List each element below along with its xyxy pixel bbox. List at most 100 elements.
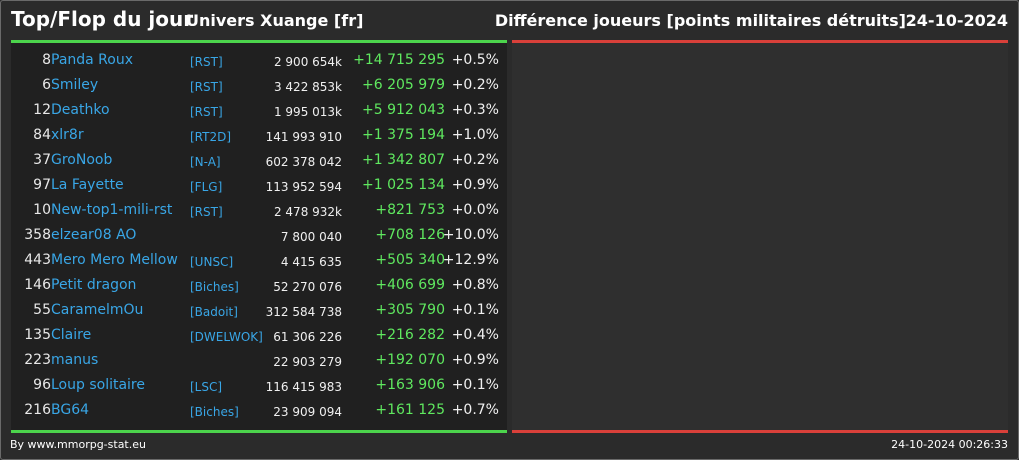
player-rank: 443 — [24, 252, 51, 268]
player-total-points: 52 270 076 — [273, 280, 342, 294]
bottom-divider-green — [11, 430, 507, 433]
player-percent-change: +0.5% — [451, 52, 499, 68]
alliance-tag-link[interactable]: [RST] — [190, 80, 223, 94]
player-name-link[interactable]: GroNoob — [51, 152, 113, 168]
player-total-points: 116 415 983 — [265, 380, 342, 394]
player-rank: 84 — [33, 127, 51, 143]
alliance-tag-link[interactable]: [RST] — [190, 205, 223, 219]
player-rank: 12 — [33, 102, 51, 118]
player-percent-change: +0.9% — [451, 177, 499, 193]
player-total-points: 141 993 910 — [265, 130, 342, 144]
player-points-difference: +505 340 — [375, 252, 445, 268]
bottom-divider-red — [512, 430, 1008, 433]
alliance-tag-link[interactable]: [FLG] — [190, 180, 223, 194]
player-percent-change: +0.2% — [451, 77, 499, 93]
table-row: 443 Mero Mero Mellow [UNSC] 4 415 635 +505 3… — [11, 248, 507, 273]
player-percent-change: +0.0% — [451, 202, 499, 218]
player-points-difference: +821 753 — [375, 202, 445, 218]
player-name-link[interactable]: manus — [51, 352, 99, 368]
alliance-tag-link[interactable]: [RST] — [190, 55, 223, 69]
header-date: 24-10-2024 — [905, 11, 1008, 30]
alliance-tag-link[interactable]: [RT2D] — [190, 130, 232, 144]
player-rank: 223 — [24, 352, 51, 368]
alliance-tag-link[interactable]: [Biches] — [190, 405, 239, 419]
player-percent-change: +0.3% — [451, 102, 499, 118]
player-points-difference: +216 282 — [375, 327, 445, 343]
player-name-link[interactable]: Deathko — [51, 102, 110, 118]
player-percent-change: +0.7% — [451, 402, 499, 418]
table-row: 358 elzear08 AO 7 800 040 +708 126 +10.0% — [11, 223, 507, 248]
header: Top/Flop du jour Univers Xuange [fr] Dif… — [0, 0, 1019, 40]
player-rank: 216 — [24, 402, 51, 418]
top-players-panel: 8 Panda Roux [RST] 2 900 654k +14 715 295 +0.… — [11, 43, 507, 430]
alliance-tag-link[interactable]: [Badoit] — [190, 305, 238, 319]
player-total-points: 3 422 853k — [273, 80, 342, 94]
table-row: 97 La Fayette [FLG] 113 952 594 +1 025 134 +0… — [11, 173, 507, 198]
player-percent-change: +0.4% — [451, 327, 499, 343]
player-points-difference: +14 715 295 — [353, 52, 445, 68]
alliance-tag-link[interactable]: [N-A] — [190, 155, 221, 169]
player-rank: 358 — [24, 227, 51, 243]
player-percent-change: +0.8% — [451, 277, 499, 293]
player-name-link[interactable]: Smiley — [51, 77, 99, 93]
player-name-link[interactable]: Petit dragon — [51, 277, 137, 293]
player-total-points: 7 800 040 — [280, 230, 342, 244]
player-percent-change: +0.1% — [451, 377, 499, 393]
player-rank: 55 — [33, 302, 51, 318]
player-name-link[interactable]: Claire — [51, 327, 92, 343]
alliance-tag-link[interactable]: [LSC] — [190, 380, 223, 394]
player-percent-change: +10.0% — [442, 227, 499, 243]
player-points-difference: +1 342 807 — [362, 152, 445, 168]
flop-players-panel — [512, 43, 1008, 430]
player-percent-change: +0.2% — [451, 152, 499, 168]
universe-label: Univers Xuange [fr] — [186, 11, 364, 30]
player-name-link[interactable]: La Fayette — [51, 177, 124, 193]
player-total-points: 113 952 594 — [265, 180, 342, 194]
player-name-link[interactable]: BG64 — [51, 402, 90, 418]
player-name-link[interactable]: elzear08 AO — [51, 227, 137, 243]
page-title: Top/Flop du jour — [11, 7, 194, 31]
alliance-tag-link[interactable]: [RST] — [190, 105, 223, 119]
player-points-difference: +192 070 — [375, 352, 445, 368]
table-row: 223 manus 22 903 279 +192 070 +0.9% — [11, 348, 507, 373]
alliance-tag-link[interactable]: [UNSC] — [190, 255, 234, 269]
footer-credit[interactable]: By www.mmorpg-stat.eu — [10, 438, 146, 451]
player-total-points: 1 995 013k — [273, 105, 342, 119]
table-row: 55 CaramelmOu [Badoit] 312 584 738 +305 790 +… — [11, 298, 507, 323]
player-points-difference: +305 790 — [375, 302, 445, 318]
player-rank: 10 — [33, 202, 51, 218]
player-percent-change: +0.9% — [451, 352, 499, 368]
player-total-points: 4 415 635 — [280, 255, 342, 269]
player-name-link[interactable]: Loup solitaire — [51, 377, 145, 393]
player-rank: 146 — [24, 277, 51, 293]
player-total-points: 23 909 094 — [273, 405, 342, 419]
player-rank: 97 — [33, 177, 51, 193]
player-name-link[interactable]: xlr8r — [51, 127, 84, 143]
player-name-link[interactable]: Panda Roux — [51, 52, 134, 68]
player-points-difference: +163 906 — [375, 377, 445, 393]
player-rank: 37 — [33, 152, 51, 168]
player-points-difference: +5 912 043 — [362, 102, 445, 118]
player-name-link[interactable]: Mero Mero Mellow — [51, 252, 178, 268]
table-row: 37 GroNoob [N-A] 602 378 042 +1 342 807 +0.2% — [11, 148, 507, 173]
player-name-link[interactable]: New-top1-mili-rst — [51, 202, 173, 218]
metric-label: Différence joueurs [points militaires dé… — [494, 11, 906, 30]
player-name-link[interactable]: CaramelmOu — [51, 302, 144, 318]
alliance-tag-link[interactable]: [DWELWOK] — [190, 330, 263, 344]
player-total-points: 2 478 932k — [273, 205, 342, 219]
footer-timestamp: 24-10-2024 00:26:33 — [891, 438, 1008, 451]
player-total-points: 312 584 738 — [265, 305, 342, 319]
player-total-points: 61 306 226 — [273, 330, 342, 344]
player-points-difference: +1 025 134 — [362, 177, 445, 193]
player-percent-change: +12.9% — [442, 252, 499, 268]
player-points-difference: +1 375 194 — [362, 127, 445, 143]
player-points-difference: +161 125 — [375, 402, 445, 418]
alliance-tag-link[interactable]: [Biches] — [190, 280, 239, 294]
top-players-list: 8 Panda Roux [RST] 2 900 654k +14 715 295 +0.… — [11, 48, 507, 423]
table-row: 135 Claire [DWELWOK] 61 306 226 +216 282 +0.4… — [11, 323, 507, 348]
player-points-difference: +6 205 979 — [362, 77, 445, 93]
top-divider-green — [11, 40, 507, 43]
table-row: 10 New-top1-mili-rst [RST] 2 478 932k +821 7… — [11, 198, 507, 223]
table-row: 8 Panda Roux [RST] 2 900 654k +14 715 295 +0.… — [11, 48, 507, 73]
player-rank: 96 — [33, 377, 51, 393]
